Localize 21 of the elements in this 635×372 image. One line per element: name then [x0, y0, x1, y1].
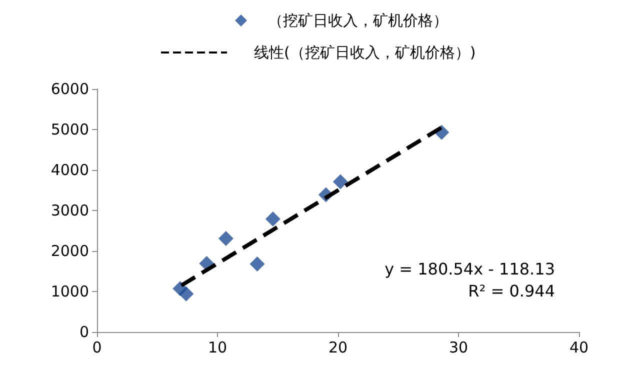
x-tick-label: 10 [208, 338, 228, 356]
legend-label: 线性(（挖矿日收入，矿机价格）) [254, 44, 476, 62]
point [332, 174, 348, 190]
annotation: R² = 0.944 [468, 282, 556, 300]
y-tick-label: 3000 [50, 202, 89, 220]
annotation: y = 180.54x - 118.13 [384, 260, 556, 278]
x-tick-label: 40 [569, 338, 589, 356]
x-tick-label: 0 [92, 338, 102, 356]
y-tick-label: 6000 [50, 80, 89, 98]
y-tick-label: 1000 [50, 282, 89, 300]
x-tick-label: 20 [328, 338, 348, 356]
legend-label: （挖矿日收入，矿机价格） [268, 12, 448, 30]
y-tick-label: 4000 [50, 161, 89, 179]
x-tick-label: 30 [448, 338, 468, 356]
point [218, 230, 234, 246]
point [265, 212, 280, 227]
y-tick-label: 0 [79, 323, 89, 341]
y-tick-label: 2000 [50, 242, 89, 260]
point [250, 256, 265, 272]
point [178, 286, 194, 302]
y-tick-label: 5000 [50, 120, 89, 138]
